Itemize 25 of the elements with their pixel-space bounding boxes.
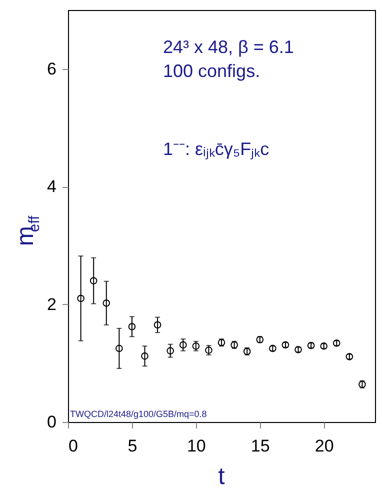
x-tick-label: 20 <box>314 436 334 456</box>
x-tick-label: 15 <box>250 436 270 456</box>
point <box>77 294 84 302</box>
x-axis-title: t <box>218 463 226 490</box>
point <box>90 277 98 284</box>
annotation: 24³ x 48, β = 6.1 <box>163 37 294 57</box>
y-tick-label: 0 <box>47 412 56 432</box>
x-tick-label: 10 <box>186 436 206 456</box>
y-tick-label: 2 <box>47 294 56 314</box>
point <box>205 346 212 354</box>
x-tick-label: 0 <box>68 436 78 456</box>
point <box>128 322 136 330</box>
point <box>154 321 162 329</box>
y-tick-label: 4 <box>47 177 56 196</box>
annotation: TWQCD/l24t48/g100/G5B/mq=0.8 <box>70 409 207 419</box>
y-axis-title: meff <box>12 214 43 246</box>
y-tick-label: 6 <box>47 59 56 78</box>
annotation: 100 configs. <box>163 61 260 81</box>
point <box>179 341 187 349</box>
x-tick-label: 5 <box>128 436 138 456</box>
point <box>102 299 110 307</box>
point <box>166 347 174 354</box>
point <box>116 344 123 352</box>
point <box>141 352 148 360</box>
annotation: 1⁻⁻: εᵢⱼₖc̄γ₅Fⱼₖc <box>163 139 270 160</box>
